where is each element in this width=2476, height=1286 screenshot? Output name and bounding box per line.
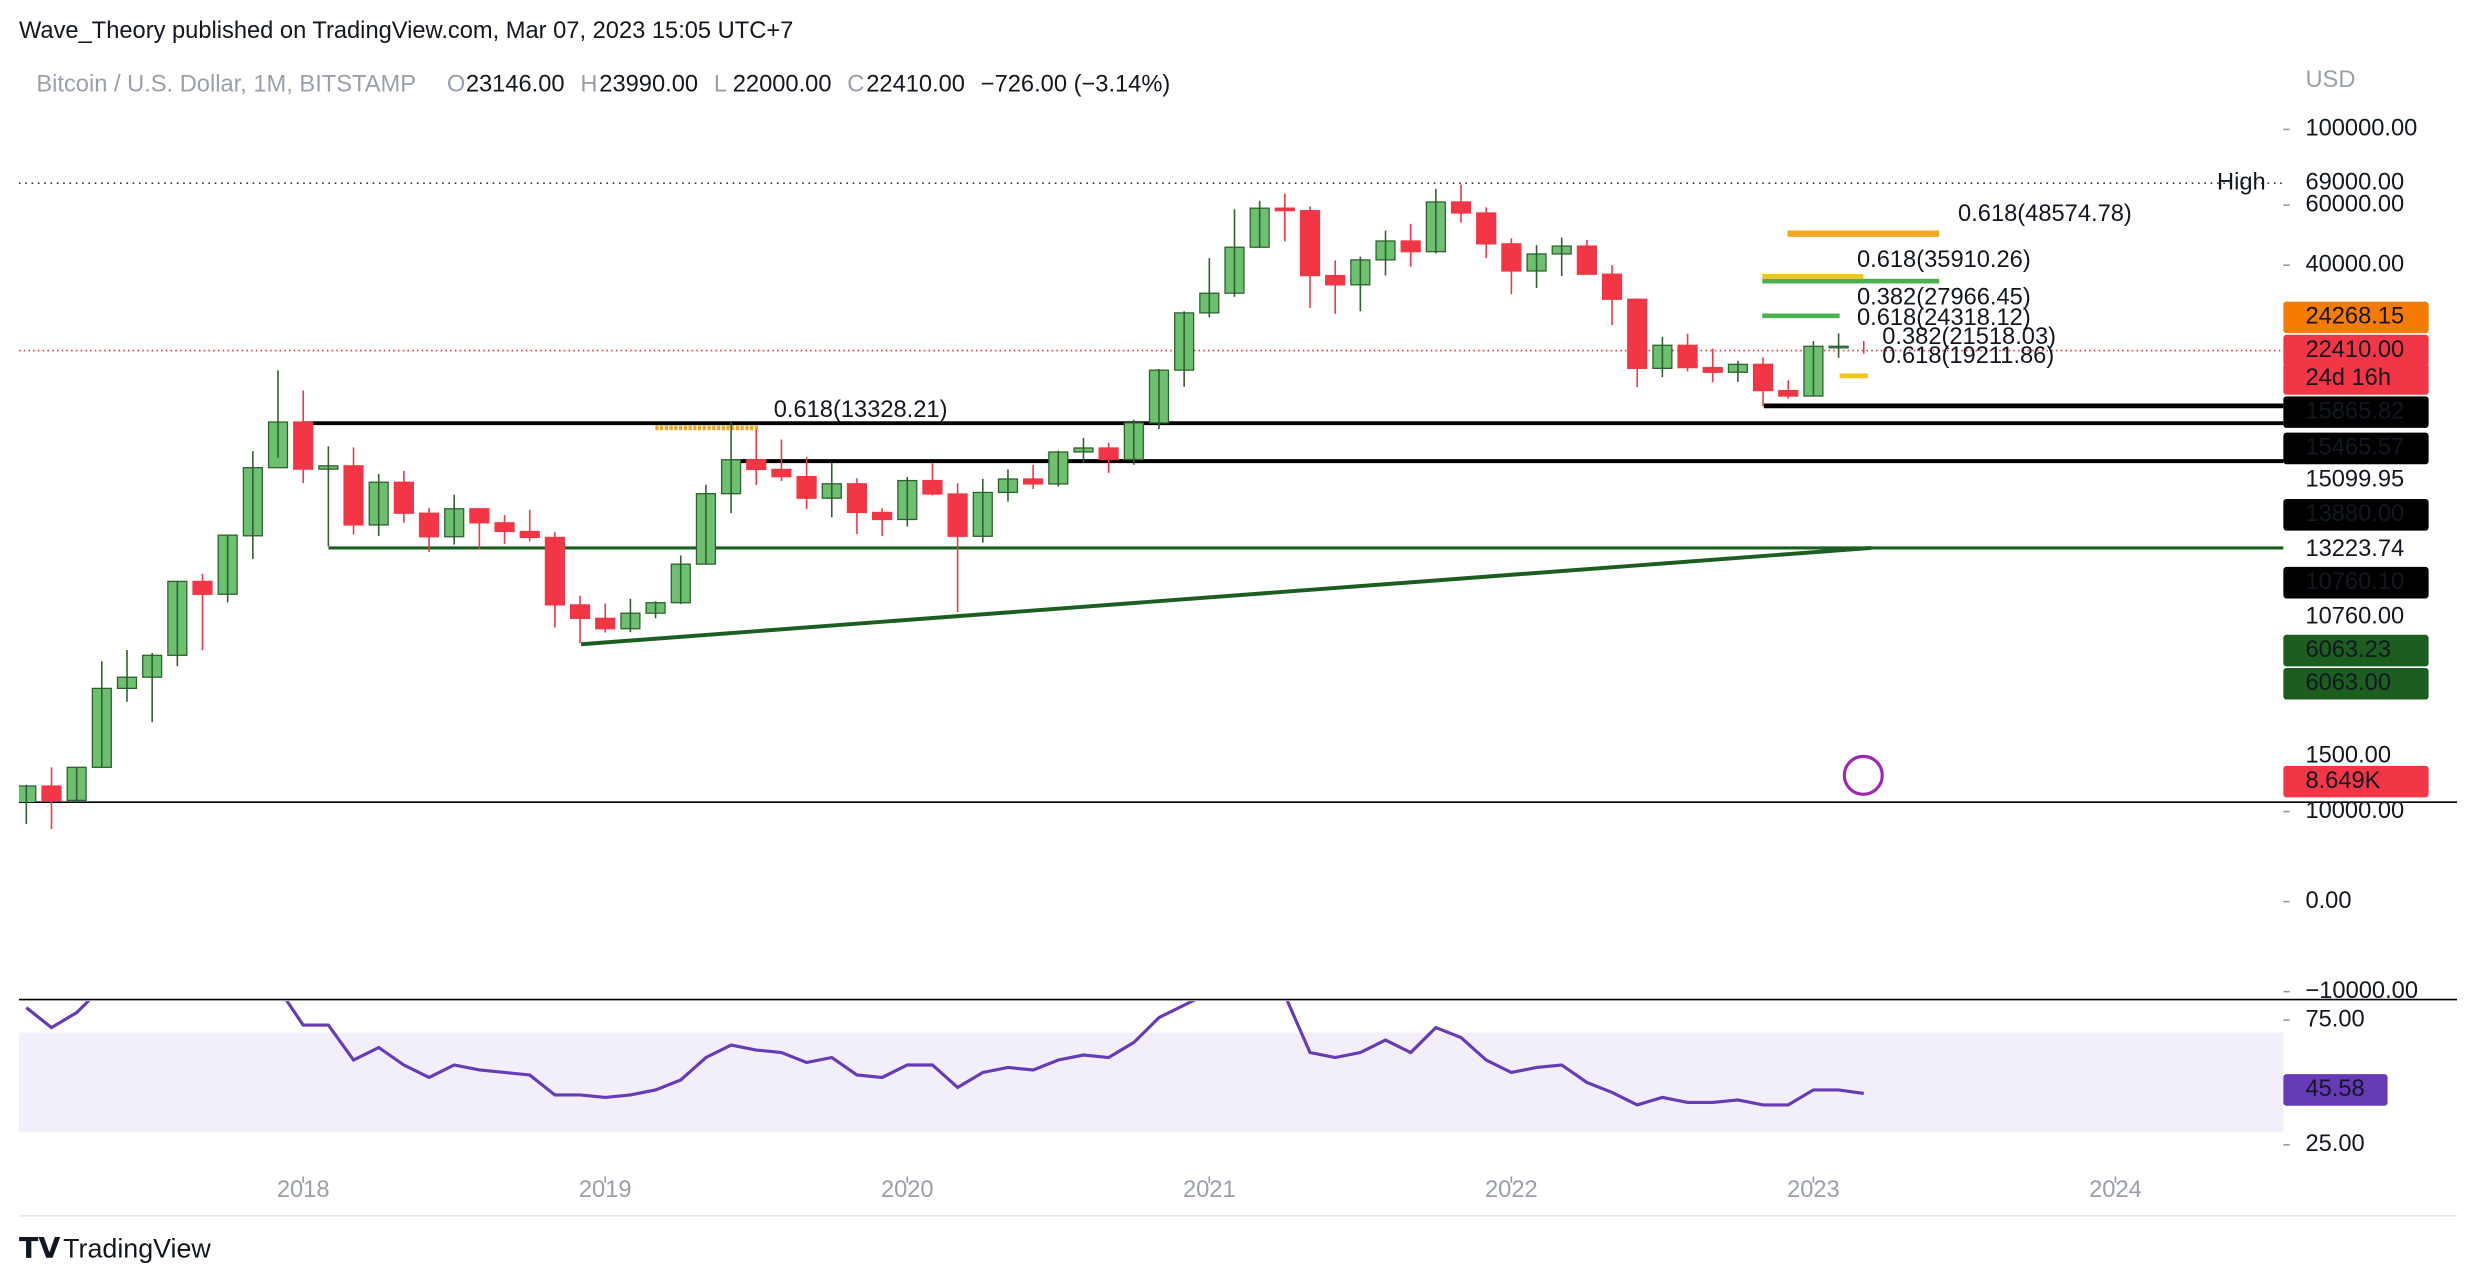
- price-label: 15465.57: [2305, 435, 2404, 461]
- x-tick-label: 2022: [1485, 1177, 1538, 1203]
- price-label-bg: [2283, 432, 2429, 465]
- fib-label: 0.618(48574.78): [1958, 201, 2132, 227]
- brand: TradingView: [63, 1234, 211, 1264]
- price-label-bg: [2283, 301, 2429, 334]
- y-tick-label: 100000.00: [2305, 116, 2417, 142]
- price-label: 10760.10: [2305, 569, 2404, 595]
- price-label: 6063.23: [2305, 637, 2391, 663]
- price-label: 15099.95: [2305, 466, 2404, 492]
- currency: USD: [2305, 67, 2355, 93]
- y-tick-label: 40000.00: [2305, 251, 2404, 277]
- price-label: 13880.00: [2305, 501, 2404, 527]
- drawings: [303, 230, 2284, 796]
- price-label: 13223.74: [2305, 536, 2404, 562]
- rsi-line: [25, 1001, 1864, 1107]
- y-tick-label: 10000.00: [2305, 798, 2404, 824]
- y-tick-label: 0.00: [2305, 888, 2351, 914]
- ohlc-value: 22000.00: [733, 72, 832, 98]
- logo: 𝗧𝗩: [19, 1233, 60, 1265]
- ohlc-key: O: [447, 72, 465, 98]
- ohlc-value: 22410.00: [866, 72, 965, 98]
- ohlc-key: C: [847, 72, 864, 98]
- y-tick-label: 60000.00: [2305, 191, 2404, 217]
- rsi-band: [18, 1032, 2284, 1133]
- price-label-bg: [2283, 667, 2429, 700]
- symbol: Bitcoin / U.S. Dollar, 1M, BITSTAMP: [36, 72, 416, 98]
- fib-label: 0.618(13328.21): [774, 397, 948, 423]
- x-tick-label: 2018: [277, 1177, 330, 1203]
- price-label: 24d 16h: [2305, 365, 2391, 391]
- x-tick-label: 2021: [1183, 1177, 1236, 1203]
- fib-label: 0.618(19211.86): [1882, 343, 2054, 369]
- price-label-bg: [2283, 363, 2429, 395]
- high-label: High: [2217, 169, 2266, 195]
- price-label-bg: [2283, 396, 2429, 428]
- price-label: 15865.82: [2305, 398, 2404, 424]
- fib-label: 0.382(27966.45): [1857, 285, 2031, 311]
- ohlc-key: L: [714, 72, 727, 98]
- x-tick-label: 2019: [579, 1177, 632, 1203]
- price-label-bg: [2283, 566, 2429, 599]
- fib-label: 0.618(35910.26): [1857, 247, 2031, 273]
- high-value: 69000.00: [2305, 169, 2404, 195]
- price-label: 10760.00: [2305, 604, 2404, 630]
- x-tick-label: 2020: [881, 1177, 934, 1203]
- publisher: Wave_Theory published on TradingView.com…: [19, 18, 793, 44]
- y-tick-label: 75.00: [2305, 1006, 2364, 1032]
- change: −726.00 (−3.14%): [981, 72, 1171, 98]
- ohlc-value: 23146.00: [466, 72, 565, 98]
- price-label-bg: [2283, 334, 2429, 367]
- rsi-value-label: 45.58: [2305, 1076, 2364, 1102]
- y-tick-label: −10000.00: [2305, 978, 2418, 1004]
- candles: [18, 201, 1849, 803]
- x-tick-label: 2024: [2089, 1177, 2142, 1203]
- rsi-value-bg: [2283, 1074, 2388, 1106]
- price-label-bg: [2283, 765, 2429, 798]
- fib-label: 0.382(21518.03): [1882, 324, 2056, 350]
- price-label: 1500.00: [2305, 743, 2391, 769]
- y-tick-label: 25.00: [2305, 1131, 2364, 1157]
- price-label: 22410.00: [2305, 337, 2404, 363]
- x-tick-label: 2023: [1787, 1177, 1840, 1203]
- price-label: 24268.15: [2305, 304, 2404, 330]
- ohlc-key: H: [580, 72, 597, 98]
- price-label: 8.649K: [2305, 768, 2380, 794]
- ohlc-value: 23990.00: [599, 72, 698, 98]
- price-label-bg: [2283, 498, 2429, 531]
- price-label-bg: [2283, 634, 2429, 667]
- fib-label: 0.618(24318.12): [1857, 305, 2031, 331]
- price-label: 6063.00: [2305, 670, 2391, 696]
